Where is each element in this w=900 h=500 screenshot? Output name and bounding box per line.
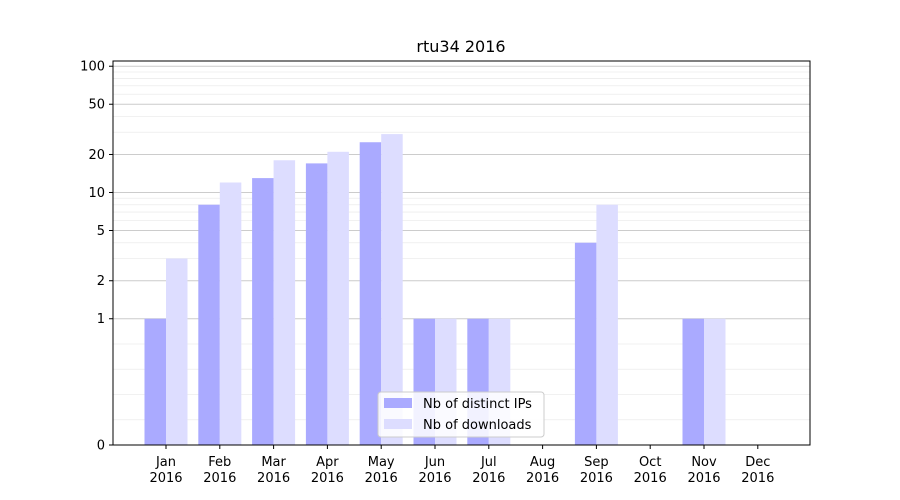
- x-tick-label-year: 2016: [203, 471, 236, 486]
- plot-frame: [112, 60, 811, 446]
- y-tick-label: 10: [88, 186, 105, 201]
- x-tick-label-year: 2016: [418, 471, 451, 486]
- x-tick-label-year: 2016: [580, 471, 613, 486]
- bar-downloads-feb: [219, 182, 242, 445]
- bar-downloads-nov: [704, 318, 726, 445]
- legend-label-downloads: Nb of downloads: [423, 418, 532, 433]
- bar-distinct-ips-may: [359, 142, 382, 445]
- bar-downloads-apr: [327, 151, 349, 445]
- y-tick-label: 0: [97, 439, 105, 454]
- legend-swatch-distinct-ips: [384, 398, 412, 408]
- x-tick-label-month: Mar: [261, 455, 286, 470]
- x-tick-label-month: Dec: [745, 455, 770, 470]
- y-tick-label: 50: [88, 98, 105, 113]
- x-tick-label-month: May: [368, 455, 395, 470]
- x-tick-label-month: Aug: [530, 455, 555, 470]
- bar-distinct-ips-jan: [144, 318, 166, 445]
- x-tick-label-month: Jan: [155, 455, 176, 470]
- bar-distinct-ips-apr: [305, 163, 328, 445]
- x-tick-label-year: 2016: [526, 471, 559, 486]
- x-tick-label-year: 2016: [472, 471, 505, 486]
- chart-title: rtu34 2016: [416, 37, 505, 56]
- x-tick-label-month: Sep: [584, 455, 609, 470]
- x-tick-label-year: 2016: [687, 471, 720, 486]
- bar-distinct-ips-feb: [198, 204, 220, 445]
- bar-downloads-may: [381, 134, 403, 446]
- x-tick-label-month: Jul: [480, 455, 497, 470]
- bars: [144, 134, 726, 446]
- x-tick-label-year: 2016: [741, 471, 774, 486]
- y-tick-label: 20: [88, 148, 105, 163]
- x-tick-label-month: Jun: [424, 455, 445, 470]
- bar-distinct-ips-mar: [252, 178, 274, 446]
- bar-distinct-ips-nov: [682, 318, 704, 445]
- bar-downloads-sep: [596, 204, 618, 445]
- legend-box: [377, 391, 545, 438]
- x-tick-label-year: 2016: [257, 471, 290, 486]
- y-tick-label: 100: [80, 60, 105, 75]
- y-tick-label: 2: [97, 274, 105, 289]
- bar-distinct-ips-sep: [574, 242, 597, 445]
- legend-label-distinct-ips: Nb of distinct IPs: [423, 397, 532, 412]
- y-tick-label: 5: [97, 224, 105, 239]
- x-tick-label-month: Nov: [691, 455, 717, 470]
- legend-swatch-downloads: [384, 419, 412, 429]
- x-tick-label-year: 2016: [365, 471, 398, 486]
- x-tick-label-year: 2016: [149, 471, 182, 486]
- legend: Nb of distinct IPs Nb of downloads: [377, 391, 545, 438]
- x-tick-label-month: Apr: [316, 455, 339, 470]
- x-tick-label-month: Oct: [639, 455, 661, 470]
- y-axis: 0 1 2 5 10 20 50 100: [80, 60, 113, 454]
- y-tick-label: 1: [97, 312, 105, 327]
- x-tick-label-year: 2016: [311, 471, 344, 486]
- bar-downloads-jan: [166, 258, 188, 445]
- x-tick-label-year: 2016: [634, 471, 667, 486]
- x-tick-label-month: Feb: [208, 455, 231, 470]
- bar-downloads-mar: [273, 160, 296, 446]
- x-axis: Jan2016Feb2016Mar2016Apr2016May2016Jun20…: [149, 445, 774, 486]
